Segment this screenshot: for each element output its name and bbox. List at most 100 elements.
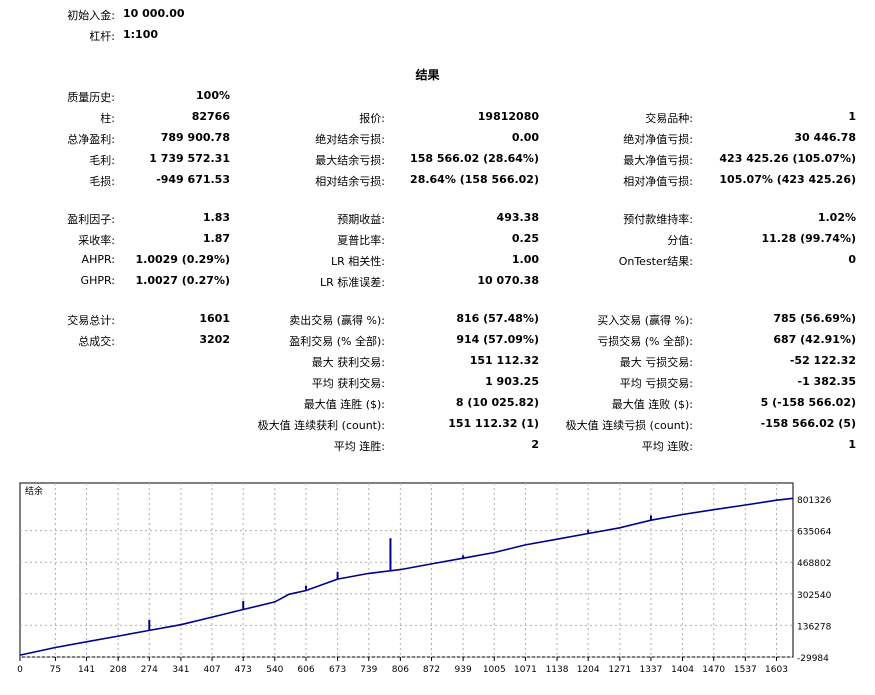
col2-value: 1.00	[511, 253, 539, 266]
x-tick-label: 673	[329, 665, 346, 675]
col1-label: 毛利:	[89, 154, 115, 167]
col2-label: 平均 获利交易:	[311, 377, 385, 390]
col3-label: 极大值 连续亏损 (count):	[565, 419, 693, 432]
y-tick-label: 136278	[797, 622, 832, 632]
y-tick-label: 801326	[797, 496, 832, 506]
col2-value: 10 070.38	[477, 274, 539, 287]
col3-label: 平均 连败:	[641, 440, 693, 453]
y-tick-label: 468802	[797, 559, 831, 569]
x-tick-label: 1204	[577, 665, 600, 675]
col3-label: 最大净值亏损:	[623, 154, 693, 167]
col2-label: 平均 连胜:	[333, 440, 385, 453]
y-tick-label: 635064	[797, 528, 832, 538]
col2-label: 相对结余亏损:	[315, 175, 385, 188]
balance-line	[19, 497, 794, 656]
col3-value: 5 (-158 566.02)	[760, 396, 856, 409]
x-tick-label: 1005	[483, 665, 506, 675]
col3-value: 1	[848, 110, 856, 123]
col2-label: 绝对结余亏损:	[315, 133, 385, 146]
col1-label: 毛损:	[89, 175, 115, 188]
col1-value: 1.87	[202, 232, 230, 245]
col1-value: 1.0027 (0.27%)	[135, 274, 231, 287]
x-tick-label: 540	[266, 665, 283, 675]
col1-value: 3202	[199, 333, 230, 346]
initial-deposit-value: 10 000.00	[123, 7, 185, 20]
leverage-value: 1:100	[123, 28, 159, 41]
col1-value: 1.83	[202, 211, 230, 224]
col2-label: 报价:	[359, 112, 385, 125]
col2-label: LR 标准误差:	[320, 276, 385, 289]
x-tick-label: 473	[235, 665, 252, 675]
col2-value: 914 (57.09%)	[456, 333, 539, 346]
x-tick-label: 1071	[514, 665, 537, 675]
col3-label: 交易品种:	[645, 112, 693, 125]
x-tick-label: 939	[455, 665, 472, 675]
col2-value: 8 (10 025.82)	[455, 396, 539, 409]
col3-value: -158 566.02 (5)	[760, 417, 856, 430]
col2-label: 盈利交易 (% 全部):	[289, 335, 385, 348]
col3-label: 最大值 连败 ($):	[611, 398, 693, 411]
col2-value: 816 (57.48%)	[456, 312, 539, 325]
col2-value: 2	[531, 438, 539, 451]
col3-value: 1.02%	[817, 211, 856, 224]
col2-label: 最大结余亏损:	[315, 154, 385, 167]
col3-value: 1	[848, 438, 856, 451]
balance-chart: 801326 635064 468802 302540 136278 -29984 0 75 1…	[0, 478, 875, 695]
col1-label: 总成交:	[78, 335, 115, 348]
col2-value: 1 903.25	[485, 375, 539, 388]
col2-value: 493.38	[496, 211, 539, 224]
y-tick-label: 302540	[797, 591, 832, 601]
col1-label: 盈利因子:	[67, 213, 115, 226]
col2-label: 卖出交易 (赢得 %):	[289, 314, 385, 327]
col3-value: 0	[848, 253, 856, 266]
col1-value: 789 900.78	[160, 131, 230, 144]
col2-value: 0.25	[511, 232, 539, 245]
col1-value: 1.0029 (0.29%)	[135, 253, 231, 266]
col2-label: 最大值 连胜 ($):	[303, 398, 385, 411]
leverage-label: 杠杆:	[89, 30, 115, 43]
col2-label: 预期收益:	[337, 213, 385, 226]
col3-value: 30 446.78	[794, 131, 856, 144]
col3-value: -1 382.35	[797, 375, 857, 388]
x-tick-label: 1404	[671, 665, 694, 675]
x-tick-label: 1537	[734, 665, 757, 675]
col1-value: 1601	[199, 312, 230, 325]
x-tick-label: 1337	[639, 665, 662, 675]
col3-value: -52 122.32	[789, 354, 856, 367]
col2-label: 夏普比率:	[337, 234, 385, 247]
x-tick-label: 0	[17, 665, 23, 675]
col3-label: 绝对净值亏损:	[623, 133, 693, 146]
x-tick-label: 1470	[702, 665, 725, 675]
col3-label: OnTester结果:	[618, 255, 693, 268]
col3-label: 预付款维持率:	[623, 213, 693, 226]
x-tick-label: 75	[50, 665, 61, 675]
col3-label: 最大 亏损交易:	[619, 356, 693, 369]
col1-label: 总净盈利:	[67, 133, 115, 146]
chart-title: 结余	[25, 485, 43, 497]
y-tick-label: -29984	[797, 654, 829, 664]
col2-value: 158 566.02 (28.64%)	[410, 152, 539, 165]
col1-label: 采收率:	[78, 234, 115, 247]
x-tick-label: 1603	[765, 665, 788, 675]
col3-value: 423 425.26 (105.07%)	[719, 152, 856, 165]
col1-label: 质量历史:	[67, 91, 115, 104]
col1-value: 100%	[196, 89, 230, 102]
x-tick-label: 806	[392, 665, 409, 675]
col1-value: -949 671.53	[156, 173, 230, 186]
col3-value: 687 (42.91%)	[773, 333, 856, 346]
col1-value: 1 739 572.31	[149, 152, 230, 165]
col3-value: 105.07% (423 425.26)	[719, 173, 856, 186]
x-tick-label: 606	[297, 665, 314, 675]
x-tick-label: 407	[203, 665, 220, 675]
x-tick-label: 274	[141, 665, 158, 675]
col2-value: 0.00	[511, 131, 539, 144]
col3-value: 11.28 (99.74%)	[761, 232, 857, 245]
col3-label: 买入交易 (赢得 %):	[597, 314, 693, 327]
results-title: 结果	[415, 68, 440, 82]
x-tick-label: 872	[423, 665, 440, 675]
plot-frame	[19, 482, 794, 658]
initial-deposit-label: 初始入金:	[67, 9, 115, 22]
col3-label: 亏损交易 (% 全部):	[597, 335, 693, 348]
col3-label: 平均 亏损交易:	[619, 377, 693, 390]
col2-value: 19812080	[477, 110, 539, 123]
